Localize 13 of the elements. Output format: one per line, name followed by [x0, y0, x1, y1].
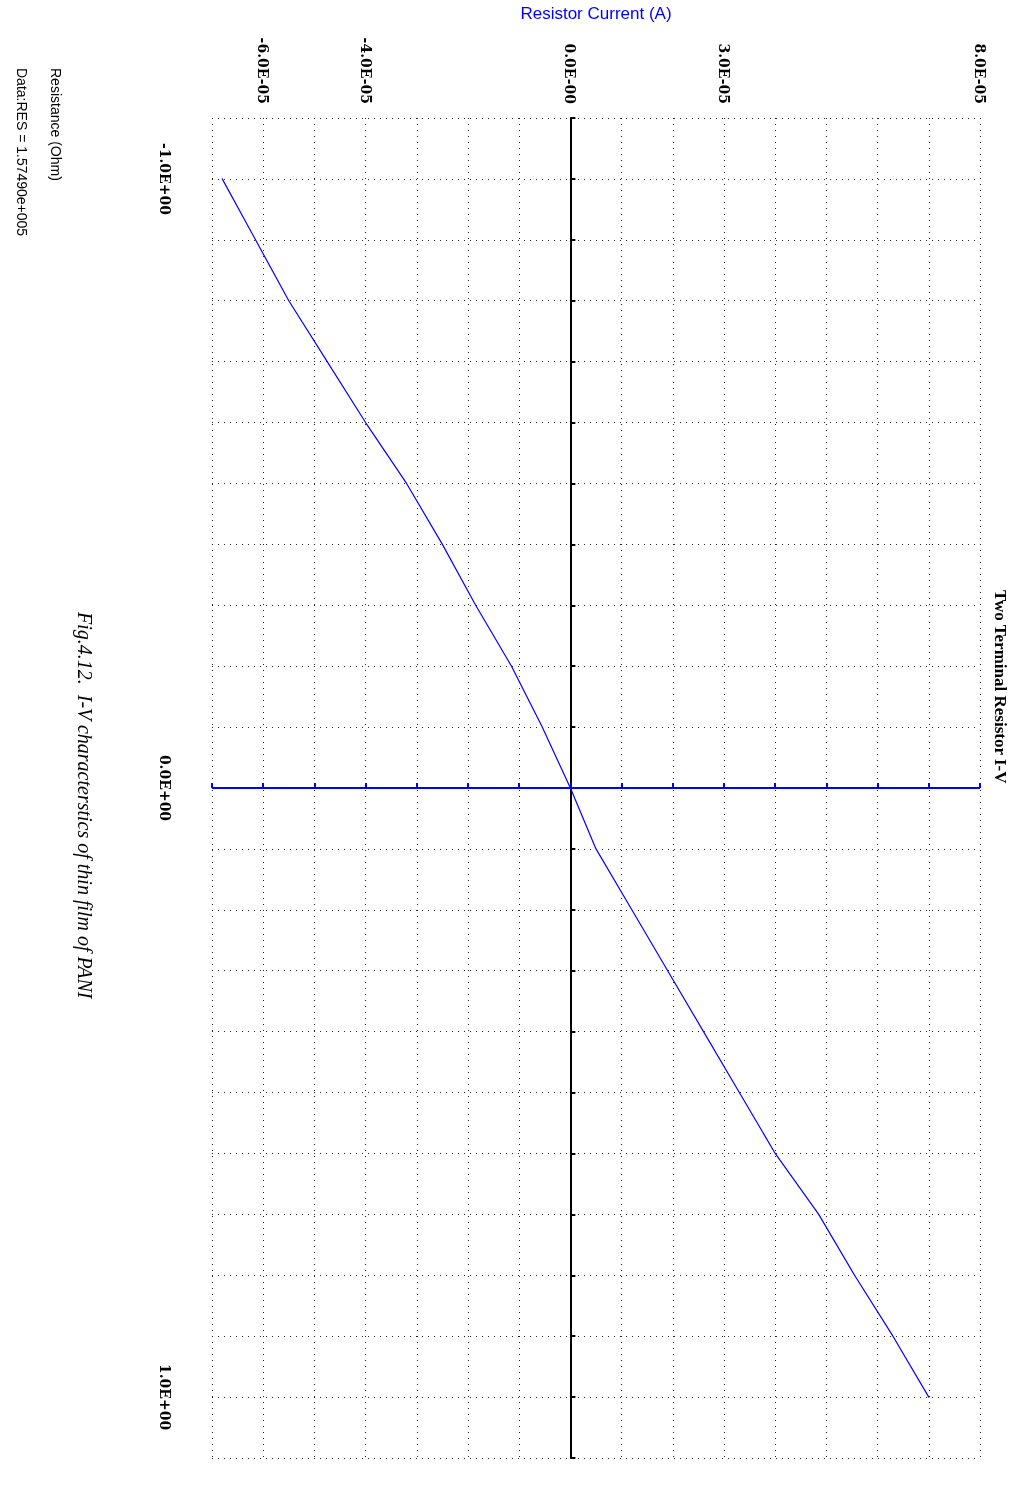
- x-axis-title: Resistor Current (A): [520, 4, 672, 23]
- text: Resistance (Ohm): [48, 68, 64, 181]
- x-tick-label: -4.0E-05: [357, 37, 374, 104]
- caption: Fig.4.12. I-V characterstics of thin film of PANI: [73, 611, 96, 1000]
- text: Data:RES = 1.57490e+005: [14, 68, 30, 237]
- y-tick-label: 1.0E+00: [157, 1363, 173, 1431]
- x-tick-label: 3.0E-05: [716, 43, 732, 104]
- x-tick-label: 8.0E-05: [972, 43, 988, 104]
- x-tick-label: -6.0E-05: [255, 37, 272, 104]
- x-tick-label: 0.0E-00: [562, 43, 579, 105]
- text: Two Terminal Resistor I-V: [990, 590, 1010, 785]
- y-tick-label: 0.0E+00: [157, 754, 173, 822]
- y-tick-label: -1.0E+00: [157, 142, 173, 216]
